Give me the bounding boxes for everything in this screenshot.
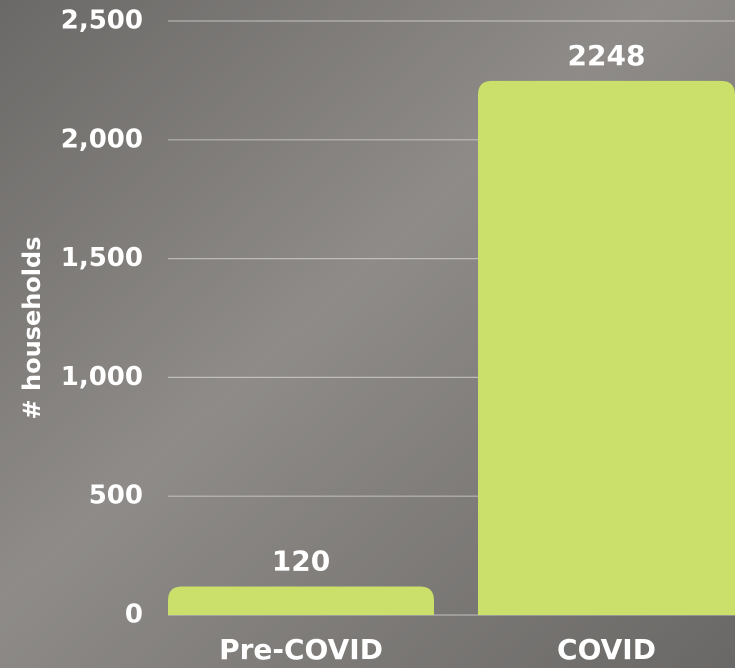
y-tick-label: 2,500 <box>61 6 143 36</box>
x-tick-label: COVID <box>557 633 656 666</box>
bar <box>478 80 735 616</box>
y-tick-label: 1,000 <box>61 362 143 392</box>
bar <box>168 586 434 615</box>
value-label: 2248 <box>568 39 646 72</box>
x-tick-label: Pre-COVID <box>219 633 383 666</box>
y-tick-label: 0 <box>125 600 143 630</box>
y-tick-label: 500 <box>89 481 143 511</box>
y-tick-label: 1,500 <box>61 243 143 273</box>
value-label: 120 <box>272 544 330 577</box>
y-tick-label: 2,000 <box>61 124 143 154</box>
y-axis-label: # households <box>18 237 46 420</box>
